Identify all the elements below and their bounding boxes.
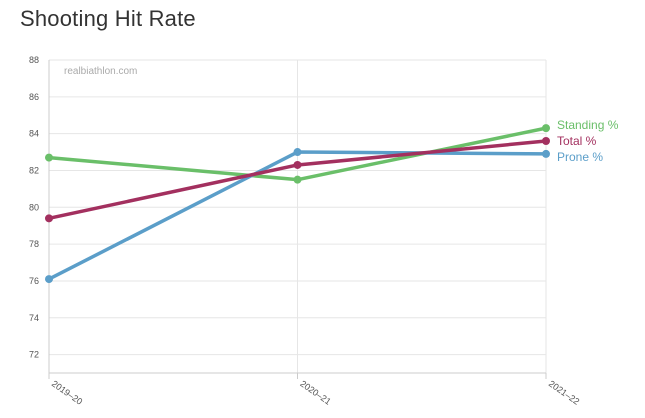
data-point[interactable]	[45, 275, 53, 284]
data-point[interactable]	[293, 148, 302, 157]
y-tick-label: 74	[29, 313, 39, 323]
data-point[interactable]	[542, 149, 550, 158]
data-point[interactable]	[293, 160, 302, 169]
x-tick-label: 2020–21	[298, 378, 332, 406]
label-layer: Standing % Total % Prone %	[557, 118, 619, 164]
grid-layer	[48, 59, 547, 373]
y-tick-label: 88	[29, 55, 39, 65]
y-tick-label: 86	[29, 92, 39, 102]
y-tick-label: 80	[29, 202, 39, 212]
data-point[interactable]	[45, 214, 53, 223]
watermark: realbiathlon.com	[64, 66, 137, 77]
data-point[interactable]	[542, 124, 550, 133]
y-tick-label: 84	[29, 129, 39, 139]
data-point[interactable]	[293, 175, 302, 184]
data-point[interactable]	[45, 153, 53, 162]
chart-title: Shooting Hit Rate	[20, 6, 196, 31]
y-tick-label: 82	[29, 165, 39, 175]
series-end-label: Prone %	[557, 150, 603, 164]
y-tick-label: 78	[29, 239, 39, 249]
data-point[interactable]	[542, 137, 550, 146]
x-tick-label: 2019–20	[50, 378, 84, 406]
y-tick-label: 72	[29, 350, 39, 360]
x-tick-label: 2021–22	[547, 378, 581, 406]
series-end-label: Standing %	[557, 118, 619, 132]
series-end-label: Total %	[557, 134, 597, 148]
axis-layer: 72 74 76 78 80 82 84 86 88 2019–20 2020–21 2021–22	[29, 55, 581, 407]
series-layer	[45, 124, 550, 284]
y-tick-label: 76	[29, 276, 39, 286]
